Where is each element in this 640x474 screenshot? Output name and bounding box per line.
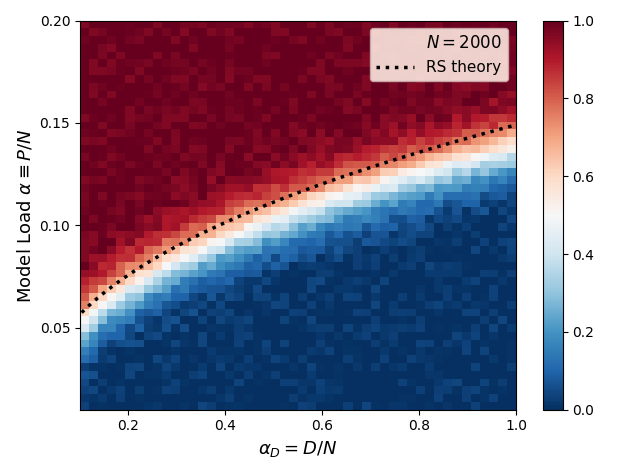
Legend: $N = 2000$, RS theory: $N = 2000$, RS theory <box>370 28 508 81</box>
X-axis label: $\alpha_D = D/N$: $\alpha_D = D/N$ <box>259 439 337 459</box>
Y-axis label: Model Load $\alpha \equiv P/N$: Model Load $\alpha \equiv P/N$ <box>15 128 34 302</box>
